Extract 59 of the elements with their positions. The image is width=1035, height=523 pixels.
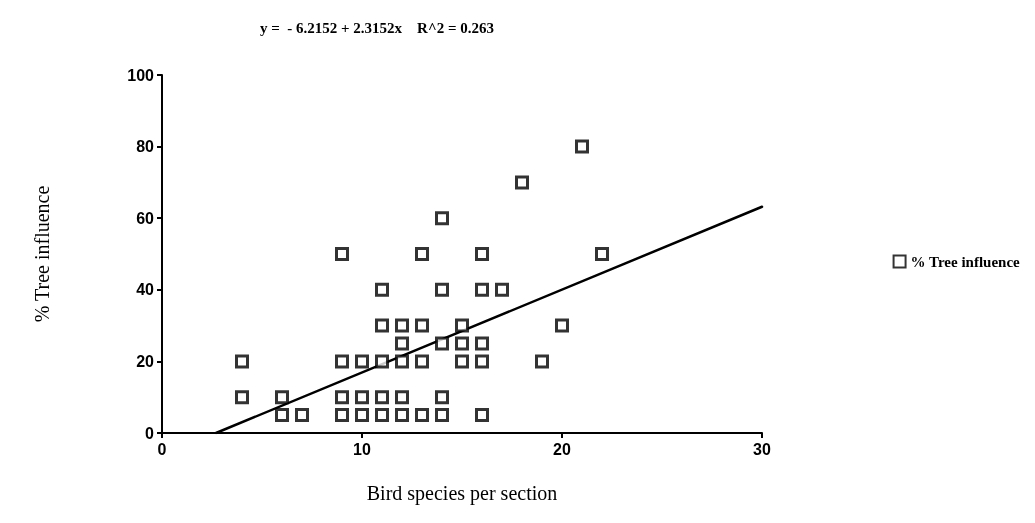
point — [555, 318, 569, 333]
point — [415, 247, 429, 261]
point — [415, 318, 429, 333]
point — [455, 354, 469, 369]
x-tick-label: 10 — [353, 440, 371, 458]
point — [235, 354, 249, 369]
point — [515, 175, 529, 190]
y-axis-title: % Tree influence — [31, 185, 53, 323]
point — [575, 139, 589, 154]
y-tick-label: 80 — [136, 138, 155, 156]
point — [495, 282, 509, 297]
point — [275, 390, 289, 405]
point — [335, 390, 349, 405]
point — [355, 390, 369, 405]
point — [475, 336, 489, 351]
y-tick-label: 60 — [136, 209, 155, 227]
point — [375, 408, 389, 423]
point — [475, 408, 489, 423]
legend-label: % Tree influence — [910, 253, 1021, 270]
x-tick-label: 30 — [753, 440, 771, 458]
point — [355, 408, 369, 423]
y-tick-label: 40 — [136, 281, 155, 299]
point — [395, 336, 409, 351]
point — [375, 318, 389, 333]
point — [395, 318, 409, 333]
point — [435, 390, 449, 405]
point — [395, 390, 409, 405]
point — [435, 282, 449, 297]
point — [335, 247, 349, 261]
point — [275, 408, 289, 423]
point — [335, 354, 349, 369]
point — [435, 211, 449, 226]
point — [415, 354, 429, 369]
point — [455, 318, 469, 333]
point — [475, 282, 489, 297]
point — [435, 336, 449, 351]
point — [535, 354, 549, 369]
point — [395, 408, 409, 423]
y-tick-label: 100 — [127, 66, 155, 84]
point — [355, 354, 369, 369]
point — [415, 408, 429, 423]
point — [475, 247, 489, 261]
point — [375, 390, 389, 405]
point — [295, 408, 309, 423]
point — [375, 282, 389, 297]
point — [595, 247, 609, 261]
point — [475, 354, 489, 369]
point — [455, 336, 469, 351]
point — [375, 354, 389, 369]
text: y = - 6.2152 + 2.3152x R^2 = 0.263 — [260, 19, 494, 36]
y-tick-label: 0 — [145, 424, 155, 442]
point — [335, 408, 349, 423]
x-tick-label: 20 — [553, 440, 571, 458]
point — [395, 354, 409, 369]
x-axis-title: Bird species per section — [366, 482, 558, 505]
x-tick-label: 0 — [157, 440, 167, 458]
point — [235, 390, 249, 405]
point — [435, 408, 449, 423]
y-tick-label: 20 — [136, 352, 155, 370]
